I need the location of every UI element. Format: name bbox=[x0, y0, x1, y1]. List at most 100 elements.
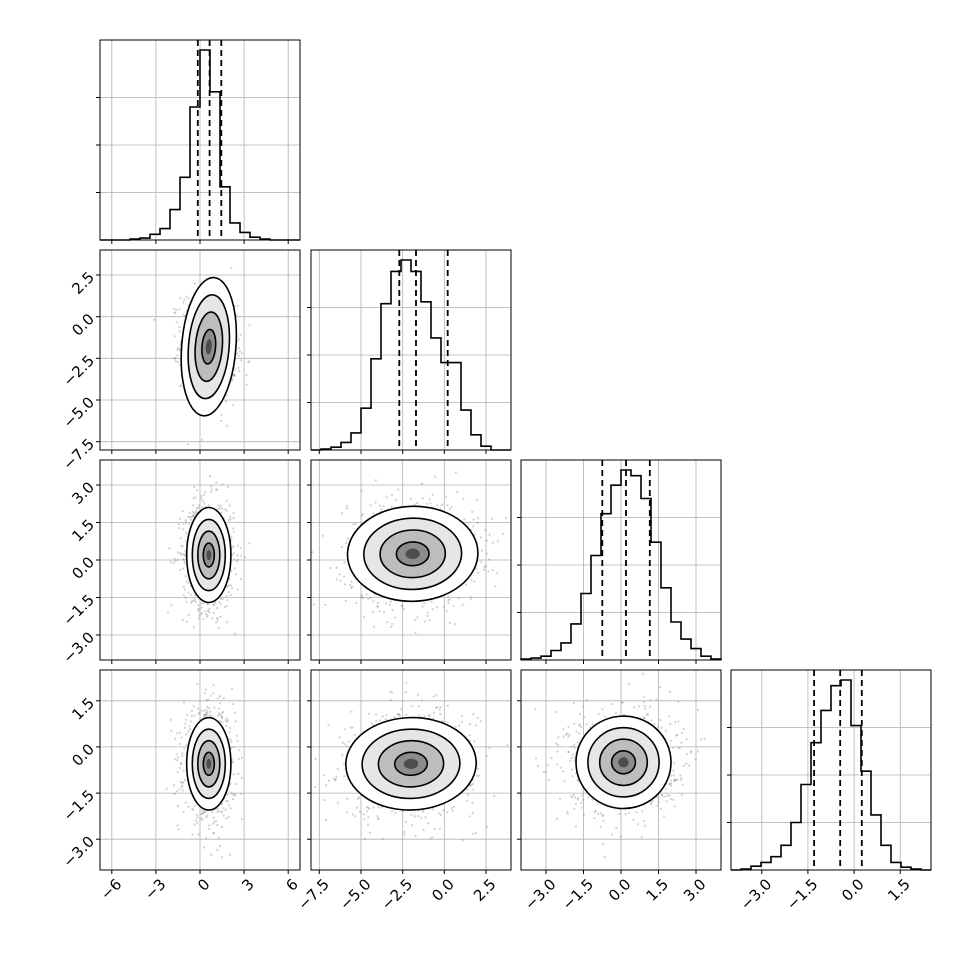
pair-3-1-point bbox=[343, 728, 346, 731]
pair-3-1-point bbox=[377, 806, 380, 809]
pair-3-1-point bbox=[435, 693, 438, 696]
pair-2-1-point bbox=[376, 606, 379, 609]
pair-3-1-point bbox=[351, 726, 354, 729]
pair-2-0-point bbox=[221, 507, 224, 510]
pair-3-1-point bbox=[381, 715, 384, 718]
pair-2-0-point bbox=[183, 588, 187, 591]
pair-2-0-point bbox=[202, 618, 205, 621]
hist-2-step bbox=[520, 469, 722, 660]
pair-2-0-point bbox=[182, 557, 185, 561]
pair-2-0-point bbox=[233, 567, 236, 570]
pair-2-0-point bbox=[208, 475, 212, 478]
pair-2-1-point bbox=[496, 540, 499, 543]
pair-3-2-point bbox=[580, 725, 583, 729]
pair-2-0-point bbox=[219, 597, 222, 600]
pair-2-0-plot-area bbox=[166, 475, 251, 635]
pair-3-2-point bbox=[550, 757, 553, 760]
pair-3-0-point bbox=[192, 705, 196, 708]
pair-2-0-point bbox=[202, 602, 205, 605]
pair-3-0-point bbox=[206, 814, 209, 817]
pair-2-0-point bbox=[197, 608, 200, 611]
pair-3-0-point bbox=[212, 683, 215, 687]
pair-3-0-point bbox=[195, 813, 199, 817]
pair-3-0-point bbox=[197, 833, 200, 836]
pair-2-1-point bbox=[340, 545, 344, 549]
pair-2-0-point bbox=[228, 584, 231, 587]
pair-2-1-point bbox=[414, 618, 417, 622]
pair-3-2-point bbox=[537, 765, 540, 768]
pair-1-0-point bbox=[248, 360, 251, 363]
pair-3-0-point bbox=[185, 733, 188, 736]
pair-2-0-point bbox=[218, 600, 221, 603]
pair-3-1-point bbox=[471, 782, 475, 785]
pair-2-0-density bbox=[186, 507, 231, 603]
pair-3-2-point bbox=[679, 778, 683, 782]
pair-3-2-point bbox=[643, 716, 646, 719]
pair-2-0-point bbox=[212, 603, 215, 606]
pair-3-0-point bbox=[191, 807, 194, 810]
pair-2-1-point bbox=[386, 621, 389, 624]
pair-3-1-point bbox=[439, 813, 442, 817]
pair-3-2-point bbox=[643, 704, 646, 708]
pair-3-1-point bbox=[376, 818, 379, 821]
pair-2-0-point bbox=[232, 552, 235, 555]
pair-2-0-point bbox=[182, 553, 185, 556]
pair-2-0-point bbox=[206, 603, 209, 606]
pair-2-0-point bbox=[215, 488, 218, 491]
pair-3-1-point bbox=[420, 699, 424, 702]
pair-2-1-point bbox=[351, 585, 354, 588]
pair-3-0-point bbox=[185, 743, 188, 746]
pair-3-1-point bbox=[367, 806, 370, 810]
pair-2-1-point bbox=[452, 604, 455, 607]
pair-3-0-point bbox=[234, 783, 237, 786]
pair-3-0-point bbox=[230, 741, 233, 744]
pair-3-0-point bbox=[212, 822, 215, 825]
pair-3-1-frame bbox=[310, 669, 512, 871]
pair-1-0-point bbox=[239, 350, 242, 353]
pair-3-2-point bbox=[643, 717, 646, 720]
pair-3-0-point bbox=[206, 711, 209, 714]
pair-2-1-point bbox=[374, 479, 377, 482]
pair-2-1-point bbox=[360, 489, 363, 492]
pair-2-1-point bbox=[397, 488, 400, 491]
pair-2-1-contour-2 bbox=[363, 517, 463, 591]
pair-2-0-density-level-3 bbox=[206, 549, 212, 561]
pair-2-0-point bbox=[178, 527, 181, 530]
pair-2-0-point bbox=[212, 611, 215, 615]
pair-3-0-point bbox=[178, 766, 182, 770]
pair-3-0-point bbox=[212, 832, 215, 835]
pair-2-0-point bbox=[232, 545, 235, 548]
pair-3-0-point bbox=[189, 728, 192, 731]
pair-3-1-contour-0 bbox=[393, 751, 429, 777]
pair-3-0-point bbox=[206, 706, 209, 709]
pair-2-0-point bbox=[179, 552, 182, 555]
pair-2-1-point bbox=[390, 505, 393, 508]
pair-2-0-point bbox=[183, 558, 186, 561]
pair-2-1-point bbox=[442, 605, 445, 609]
pair-3-2-point bbox=[689, 751, 693, 754]
pair-3-1-point bbox=[479, 720, 482, 723]
pair-2-1-point bbox=[350, 580, 353, 584]
pair-2-0-point bbox=[185, 580, 188, 583]
pair-3-2-point bbox=[619, 835, 622, 838]
pair-3-1-point bbox=[424, 816, 427, 819]
pair-2-0-point bbox=[232, 527, 235, 530]
pair-2-1-point bbox=[382, 505, 385, 508]
pair-3-1-point bbox=[404, 820, 407, 824]
pair-3-0-point bbox=[228, 738, 231, 741]
pair-3-0-point bbox=[212, 692, 215, 695]
pair-3-1-point bbox=[460, 715, 463, 718]
pair-2-1-point bbox=[470, 578, 473, 582]
pair-1-0-point bbox=[176, 360, 179, 363]
pair-2-0-point bbox=[192, 599, 195, 602]
pair-2-1-point bbox=[369, 504, 372, 507]
pair-3-1-point bbox=[356, 797, 359, 801]
pair-3-0-point bbox=[216, 810, 219, 813]
pair-3-0-point bbox=[176, 805, 180, 808]
pair-3-2-point bbox=[666, 794, 669, 797]
pair-1-0-point bbox=[248, 323, 251, 327]
pair-3-0-point bbox=[207, 698, 210, 701]
pair-3-1-point bbox=[401, 810, 404, 813]
pair-3-1-point bbox=[466, 799, 469, 802]
pair-1-0-point bbox=[179, 297, 182, 300]
